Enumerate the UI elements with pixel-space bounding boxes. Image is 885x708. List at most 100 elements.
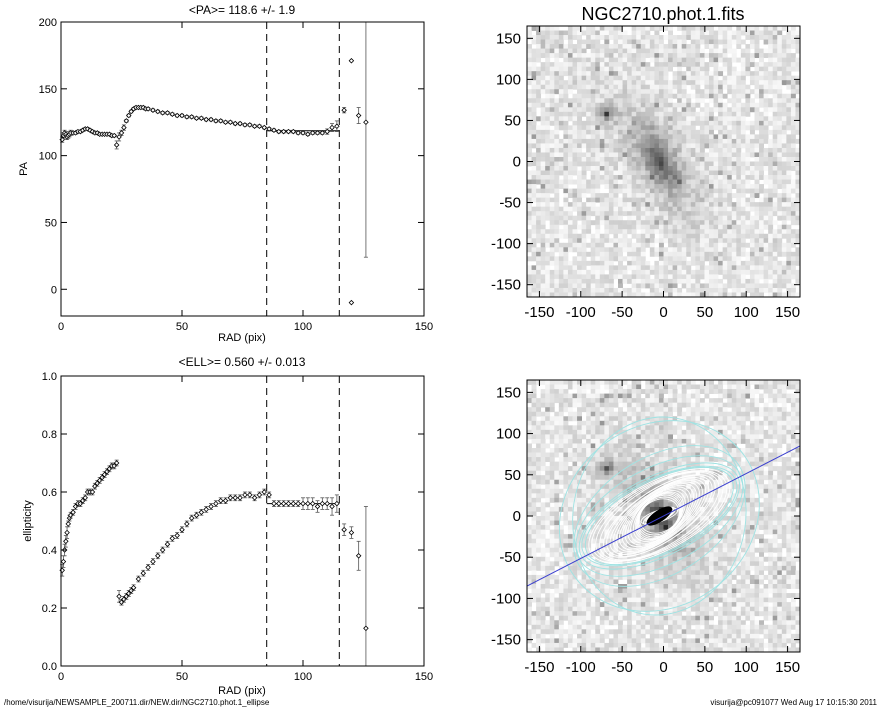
- image-pixel: [663, 44, 669, 49]
- image-pixel: [540, 71, 546, 77]
- image-pixel: [586, 416, 592, 422]
- image-pixel: [686, 175, 692, 180]
- image-pixel: [527, 62, 532, 68]
- image-pixel: [749, 44, 755, 49]
- image-pixel: [786, 251, 792, 257]
- image-pixel: [581, 120, 587, 126]
- image-pixel: [768, 161, 774, 167]
- image-pixel: [645, 398, 651, 404]
- image-pixel: [731, 116, 737, 122]
- image-pixel: [731, 138, 737, 144]
- image-pixel: [790, 66, 796, 72]
- image-pixel: [622, 111, 628, 117]
- image-pixel: [622, 269, 628, 275]
- image-pixel: [572, 147, 578, 153]
- image-pixel: [790, 393, 796, 399]
- image-pixel: [654, 384, 660, 390]
- image-pixel: [618, 242, 623, 248]
- image-pixel: [645, 438, 651, 444]
- image-pixel: [699, 398, 705, 404]
- image-pixel: [577, 429, 582, 435]
- image-pixel: [690, 242, 696, 248]
- image-pixel: [713, 152, 719, 158]
- image-pixel: [777, 84, 783, 90]
- image-pixel: [590, 411, 596, 417]
- image-pixel: [540, 206, 546, 212]
- image-pixel: [586, 98, 592, 104]
- image-pixel: [695, 120, 701, 126]
- image-pixel: [645, 206, 651, 212]
- image-pixel: [554, 161, 560, 167]
- image-pixel: [549, 229, 555, 235]
- image-pixel: [536, 215, 542, 221]
- image-pixel: [531, 220, 537, 226]
- image-pixel: [736, 84, 742, 90]
- image-pixel: [727, 197, 733, 203]
- image-pixel: [781, 438, 787, 444]
- image-pixel: [681, 26, 687, 31]
- image-pixel: [709, 238, 714, 244]
- image-pixel: [713, 66, 719, 72]
- image-pixel: [795, 111, 801, 117]
- image-pixel: [590, 161, 596, 167]
- image-pixel: [763, 283, 769, 289]
- image-pixel: [686, 434, 692, 440]
- image-pixel: [654, 393, 660, 399]
- image-pixel: [577, 125, 582, 131]
- image-pixel: [604, 75, 610, 81]
- image-pixel: [540, 143, 546, 149]
- image-pixel: [731, 407, 737, 413]
- image-pixel: [777, 211, 783, 217]
- image-pixel: [545, 26, 551, 31]
- image-pixel: [740, 134, 746, 140]
- image-pixel: [586, 251, 592, 257]
- image-pixel: [636, 134, 642, 140]
- image-pixel: [745, 134, 751, 140]
- image-pixel: [567, 129, 573, 135]
- image-pixel: [649, 152, 655, 158]
- image-pixel: [727, 384, 733, 390]
- image-pixel: [722, 269, 728, 275]
- image-pixel: [777, 80, 783, 86]
- image-pixel: [722, 129, 728, 135]
- image-pixel: [586, 402, 592, 408]
- image-pixel: [649, 238, 655, 244]
- image-pixel: [586, 429, 592, 435]
- image-pixel: [672, 129, 678, 135]
- image-pixel: [672, 35, 678, 40]
- image-pixel: [686, 224, 692, 230]
- image-pixel: [649, 143, 655, 149]
- image-pixel: [590, 93, 596, 99]
- image-pixel: [654, 211, 660, 217]
- image-pixel: [608, 184, 614, 189]
- image-pixel: [590, 233, 596, 239]
- image-pixel: [709, 283, 714, 289]
- image-pixel: [713, 53, 719, 59]
- image-pixel: [740, 188, 746, 194]
- image-pixel: [718, 215, 724, 221]
- image-pixel: [668, 247, 673, 253]
- image-pixel: [563, 224, 569, 230]
- data-point: [280, 500, 287, 507]
- image-pixel: [777, 193, 783, 199]
- image-pixel: [790, 229, 796, 235]
- image-pixel: [654, 434, 660, 440]
- image-pixel: [686, 429, 692, 435]
- image-pixel: [781, 425, 787, 431]
- image-pixel: [663, 156, 669, 162]
- image-pixel: [781, 66, 787, 72]
- image-pixel: [540, 166, 546, 171]
- image-pixel: [677, 111, 683, 117]
- image-pixel: [781, 429, 787, 435]
- image-pixel: [567, 80, 573, 86]
- image-pixel: [695, 170, 701, 176]
- image-pixel: [790, 274, 796, 280]
- image-pixel: [709, 188, 714, 194]
- image-pixel: [586, 143, 592, 149]
- image-pixel: [654, 147, 660, 153]
- image-pixel: [768, 260, 774, 266]
- image-pixel: [563, 202, 569, 208]
- image-pixel: [786, 152, 792, 158]
- image-pixel: [745, 57, 751, 63]
- image-pixel: [645, 215, 651, 221]
